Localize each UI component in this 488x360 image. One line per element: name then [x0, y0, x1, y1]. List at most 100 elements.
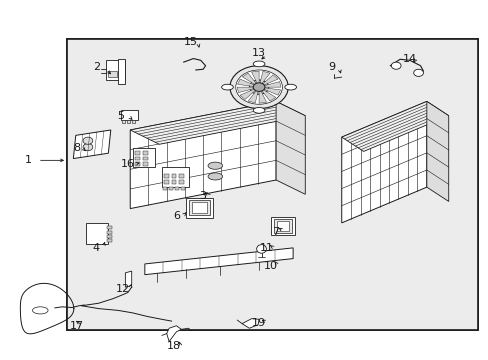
Point	[374, 215, 382, 221]
Point	[214, 294, 222, 300]
Text: 9: 9	[328, 63, 335, 72]
Point	[326, 132, 334, 138]
Point	[397, 207, 405, 213]
Point	[415, 124, 423, 130]
Point	[453, 189, 461, 195]
Point	[368, 145, 376, 151]
Point	[257, 293, 264, 299]
Point	[389, 279, 397, 285]
Point	[108, 277, 116, 283]
Point	[294, 109, 302, 115]
Point	[403, 223, 410, 229]
Point	[418, 125, 426, 130]
Point	[425, 189, 433, 194]
Point	[314, 135, 322, 141]
Point	[76, 297, 83, 303]
Point	[199, 235, 207, 241]
Point	[89, 236, 97, 242]
Point	[373, 185, 381, 191]
Point	[240, 186, 247, 192]
Point	[379, 171, 386, 177]
Point	[272, 43, 280, 49]
Point	[428, 171, 436, 177]
Point	[438, 213, 446, 219]
Point	[267, 262, 275, 268]
Point	[294, 216, 302, 221]
Point	[78, 124, 86, 130]
Point	[102, 168, 110, 174]
Point	[163, 201, 171, 206]
Point	[328, 107, 336, 113]
Point	[407, 47, 414, 53]
Point	[423, 280, 431, 285]
Point	[432, 184, 440, 190]
Point	[157, 87, 164, 93]
Point	[444, 283, 451, 289]
Point	[403, 137, 411, 143]
Point	[357, 168, 365, 174]
Point	[70, 131, 78, 137]
Point	[105, 123, 113, 129]
Point	[241, 308, 248, 314]
Point	[150, 59, 158, 65]
Point	[144, 278, 152, 283]
Point	[150, 202, 158, 207]
Point	[411, 84, 419, 90]
Point	[453, 234, 461, 240]
Point	[331, 141, 339, 147]
Point	[314, 323, 322, 329]
Point	[150, 253, 158, 258]
Point	[166, 296, 174, 302]
Point	[168, 212, 176, 218]
Point	[401, 230, 409, 235]
Point	[275, 226, 283, 232]
Point	[276, 188, 284, 194]
Point	[125, 118, 133, 124]
Point	[304, 262, 312, 268]
Point	[286, 186, 294, 192]
Point	[465, 157, 472, 162]
Point	[212, 223, 220, 229]
Point	[331, 233, 339, 238]
Point	[102, 72, 110, 78]
Point	[386, 88, 394, 94]
Point	[289, 243, 297, 249]
Point	[462, 68, 469, 74]
Bar	[181, 187, 184, 190]
Point	[378, 160, 386, 166]
Point	[299, 186, 307, 192]
Point	[365, 219, 372, 225]
Point	[451, 254, 459, 260]
Point	[309, 228, 317, 234]
Point	[127, 157, 135, 163]
Point	[325, 216, 333, 222]
Point	[86, 260, 94, 265]
Point	[315, 122, 323, 128]
Point	[376, 101, 384, 107]
Point	[129, 288, 137, 294]
Point	[213, 283, 221, 289]
Point	[397, 282, 405, 288]
Point	[284, 319, 292, 325]
Point	[154, 235, 162, 241]
Point	[316, 215, 324, 221]
Point	[285, 244, 292, 250]
Point	[75, 285, 83, 291]
Point	[439, 288, 447, 293]
Point	[233, 321, 241, 327]
Point	[345, 254, 353, 260]
Point	[416, 137, 424, 143]
Point	[441, 90, 448, 96]
Point	[90, 59, 98, 64]
Point	[249, 148, 257, 153]
Point	[327, 239, 335, 245]
Point	[293, 81, 301, 87]
Point	[190, 199, 198, 205]
Point	[170, 288, 178, 293]
Point	[222, 244, 230, 250]
Point	[349, 141, 357, 147]
Point	[197, 263, 204, 269]
Point	[330, 292, 338, 298]
Point	[168, 296, 176, 302]
Point	[339, 132, 347, 138]
